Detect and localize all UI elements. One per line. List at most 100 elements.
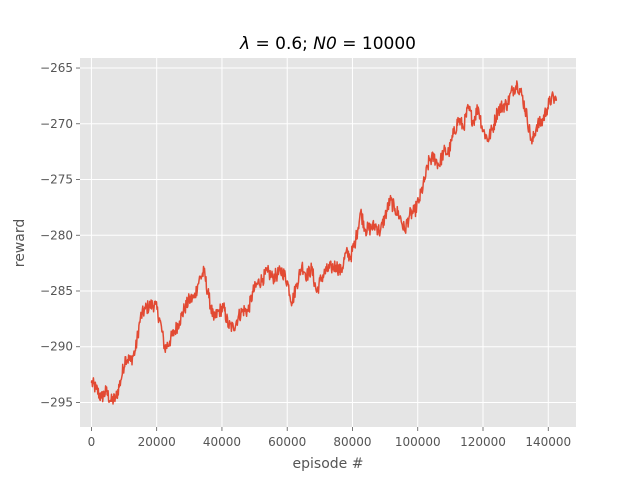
- data-point: [423, 181, 425, 183]
- y-tick-label: −275: [40, 173, 73, 187]
- data-point: [462, 126, 464, 128]
- data-point: [516, 83, 518, 85]
- y-tick-label: −265: [40, 61, 73, 75]
- data-point: [413, 211, 416, 213]
- x-axis-label: episode #: [293, 456, 364, 472]
- data-point: [183, 308, 185, 310]
- data-point: [428, 160, 430, 162]
- data-point: [286, 280, 288, 282]
- data-point: [492, 127, 494, 129]
- data-point: [105, 390, 107, 392]
- data-point: [320, 277, 323, 279]
- data-point: [345, 252, 347, 254]
- data-point: [340, 271, 342, 273]
- data-point: [237, 316, 239, 318]
- data-point: [257, 282, 259, 284]
- data-point: [448, 152, 450, 154]
- data-point: [193, 297, 195, 299]
- data-point: [306, 274, 308, 276]
- data-point: [550, 97, 553, 99]
- data-point: [472, 120, 474, 123]
- data-point: [394, 207, 396, 210]
- data-point: [487, 138, 489, 140]
- data-point: [271, 277, 274, 279]
- y-tick-label: −285: [40, 284, 73, 298]
- data-point: [457, 118, 460, 120]
- data-point: [90, 381, 92, 383]
- y-axis-label: reward: [12, 219, 28, 268]
- data-point: [213, 319, 215, 321]
- data-point: [506, 103, 509, 105]
- x-tick-label: 140000: [525, 435, 571, 449]
- data-point: [120, 379, 122, 381]
- plot-area: [80, 58, 576, 427]
- data-point: [360, 211, 362, 213]
- data-point: [497, 109, 499, 111]
- data-point: [159, 319, 161, 321]
- data-point: [115, 397, 117, 399]
- data-point: [316, 291, 318, 293]
- data-point: [198, 279, 200, 281]
- data-point: [409, 214, 411, 216]
- data-point: [467, 107, 469, 109]
- data-point: [511, 89, 513, 91]
- data-point: [139, 317, 141, 319]
- data-point: [218, 310, 220, 312]
- data-point: [291, 301, 293, 303]
- data-point: [247, 310, 249, 312]
- title-n0-value: = 10000: [337, 34, 416, 54]
- x-tick-label: 40000: [203, 435, 241, 449]
- data-point: [242, 309, 244, 311]
- data-point: [134, 349, 137, 351]
- series-line-reward: [90, 80, 558, 405]
- data-point: [389, 200, 391, 202]
- series-layer: [90, 80, 558, 405]
- data-point: [350, 255, 352, 257]
- data-point: [384, 215, 386, 217]
- data-point: [164, 348, 166, 350]
- y-tick-label: −295: [40, 395, 73, 409]
- x-tick-label: 60000: [268, 435, 306, 449]
- data-point: [418, 199, 420, 201]
- data-point: [355, 239, 357, 241]
- tick-layer: 0 20000 40000 60000 80000 100000 120000 140000 −…: [40, 61, 571, 449]
- data-point: [502, 105, 504, 107]
- data-point: [276, 273, 278, 275]
- data-point: [536, 124, 538, 126]
- data-point: [555, 99, 558, 101]
- data-point: [311, 268, 313, 270]
- data-point: [208, 297, 210, 299]
- data-point: [433, 156, 435, 158]
- data-point: [144, 308, 146, 310]
- data-point: [438, 164, 440, 166]
- data-point: [281, 270, 283, 272]
- chart-title: λ = 0.6; N0 = 10000: [239, 34, 416, 54]
- data-point: [178, 320, 181, 322]
- title-lambda-value: = 0.6;: [250, 34, 313, 54]
- x-tick-label: 80000: [333, 435, 371, 449]
- y-tick-label: −280: [40, 228, 73, 242]
- data-point: [531, 143, 533, 145]
- data-point: [453, 133, 455, 135]
- data-point: [154, 303, 156, 305]
- data-point: [262, 278, 264, 280]
- data-point: [301, 264, 303, 266]
- data-point: [526, 116, 528, 118]
- data-point: [169, 340, 171, 342]
- data-point: [188, 299, 190, 301]
- data-point: [541, 122, 543, 124]
- y-tick-label: −290: [40, 340, 73, 354]
- data-point: [110, 400, 112, 402]
- data-point: [252, 291, 254, 293]
- data-point: [399, 215, 401, 217]
- grid-lines: [80, 58, 576, 427]
- data-point: [379, 231, 381, 233]
- data-point: [482, 129, 484, 132]
- data-point: [95, 388, 97, 390]
- data-point: [325, 270, 327, 272]
- data-point: [100, 397, 102, 399]
- data-point: [443, 151, 445, 153]
- data-point: [232, 327, 234, 329]
